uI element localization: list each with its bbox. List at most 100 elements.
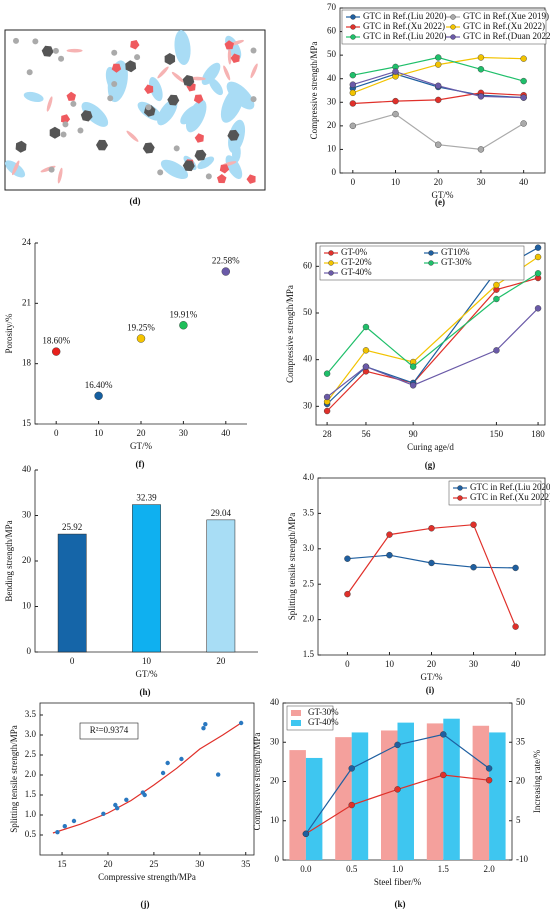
legend-marker: [450, 14, 456, 20]
bar: [397, 722, 414, 860]
y-tick-label: 3.5: [25, 709, 37, 719]
grain: [250, 96, 257, 103]
marker: [348, 801, 355, 809]
particle: [226, 81, 255, 110]
x-tick-label: 10: [94, 428, 104, 438]
x-tick-label: 20: [103, 859, 113, 869]
marker: [394, 786, 401, 793]
bar: [443, 718, 460, 860]
value-label: 19.91%: [170, 309, 198, 319]
y-tick-label: 1.5: [25, 789, 37, 799]
series-line: [52, 722, 242, 834]
grain: [12, 37, 19, 44]
x-tick-label: 30: [179, 428, 189, 438]
marker: [362, 323, 370, 331]
point: [201, 726, 206, 731]
marker: [477, 146, 485, 153]
y-tick-label: 0: [332, 167, 337, 177]
marker: [534, 253, 542, 261]
x-tick-label: 0: [351, 177, 356, 187]
y-tick-label: 30: [22, 510, 32, 520]
legend-box: [319, 245, 525, 281]
grain: [70, 100, 77, 107]
particle: [208, 77, 223, 96]
y-tick-label: 1.5: [303, 649, 315, 659]
point: [124, 797, 129, 802]
value-label: 16.40%: [85, 380, 113, 390]
marker: [520, 55, 527, 62]
x-tick-label: 0: [54, 428, 59, 438]
fiber: [227, 48, 232, 65]
marker: [409, 382, 417, 389]
point: [179, 756, 184, 762]
x-tick-label: 56: [361, 429, 371, 439]
panel-label: (h): [140, 687, 151, 697]
point: [179, 321, 188, 330]
plot-frame: [315, 242, 546, 426]
x-tick-label: 28: [323, 429, 333, 439]
x-tick-label: 20: [216, 656, 226, 666]
legend-label: GTC in Ref.(Xu 2022): [463, 21, 545, 31]
y-tick-label: 2.0: [303, 614, 315, 624]
legend-marker: [328, 260, 334, 266]
fiber: [250, 63, 258, 79]
marker: [435, 54, 442, 61]
grain: [111, 49, 118, 56]
legend-label: GTC in Ref.(Duan 2022): [463, 31, 550, 41]
annotation: R²=0.9374: [90, 725, 129, 735]
x-tick-label: 2.0: [483, 864, 495, 874]
marker: [493, 295, 500, 303]
y-tick-label: 0: [27, 646, 32, 656]
legend-label: GT10%: [441, 247, 470, 257]
y-tick-label: 0.5: [25, 829, 37, 839]
x-axis-label: GT/%: [432, 190, 454, 200]
marker: [349, 89, 357, 97]
hexagon: [125, 60, 137, 73]
marker: [344, 590, 351, 598]
particle: [185, 99, 207, 133]
x-tick-label: 40: [511, 659, 521, 669]
marker: [348, 765, 355, 772]
legend-label: GTC in Ref.(Liu 2020): [363, 31, 447, 41]
marker: [477, 66, 485, 73]
y-tick-label: 40: [327, 73, 337, 83]
marker: [344, 555, 351, 562]
grain: [60, 131, 67, 138]
pentagon: [219, 164, 230, 174]
y-axis-label: Compressive strength/MPa: [252, 733, 262, 831]
bar: [472, 725, 490, 860]
y-tick-label: 15: [22, 418, 32, 428]
marker: [302, 830, 310, 838]
y-tick-label: 18: [22, 358, 32, 368]
x-axis-label: GT/%: [136, 669, 158, 679]
legend-label: GTC in Ref.(Xu 2022): [470, 492, 550, 502]
point: [221, 267, 231, 276]
x-tick-label: 0.5: [346, 864, 358, 874]
value-label: 19.25%: [127, 323, 155, 333]
pentagon: [194, 133, 204, 143]
illustration: [4, 30, 258, 184]
marker: [323, 370, 331, 377]
x-axis-label: Compressive strength/MPa: [98, 872, 196, 882]
particle: [157, 99, 178, 126]
y2-axis-label: Increasing rate/%: [532, 749, 542, 813]
y-tick-label: 2.0: [25, 769, 37, 779]
hexagon: [80, 110, 93, 122]
y-tick-label: 21: [22, 297, 31, 307]
x-tick-label: 150: [490, 429, 504, 439]
point: [203, 722, 208, 727]
plot-frame: [39, 702, 255, 856]
y-tick-label: 3.0: [25, 729, 37, 739]
y-tick-label: 60: [327, 26, 337, 36]
point: [101, 811, 106, 816]
marker: [485, 765, 493, 772]
marker: [362, 347, 370, 354]
y-tick-label: 10: [22, 601, 32, 611]
value-label: 29.04: [211, 508, 232, 518]
marker: [349, 122, 357, 130]
marker: [362, 363, 370, 370]
panel-label: (j): [141, 899, 150, 909]
legend-box: [341, 9, 547, 45]
marker: [470, 564, 477, 571]
